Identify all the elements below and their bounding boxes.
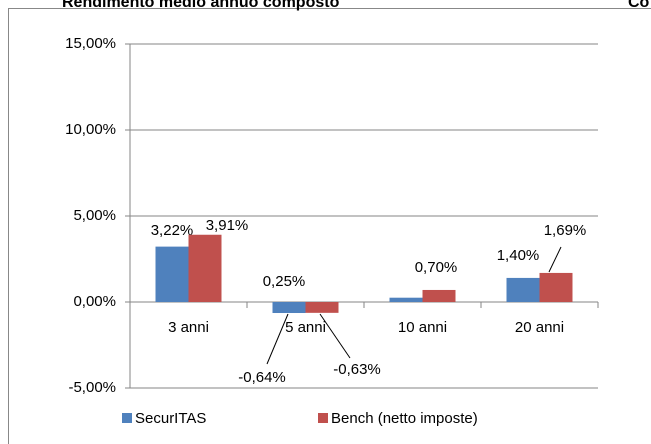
data-label: 3,22% (151, 222, 194, 239)
bar (188, 234, 222, 302)
x-tick-label: 10 anni (398, 319, 447, 336)
bar (272, 302, 306, 314)
y-tick-label: -5,00% (68, 379, 116, 396)
data-label: 0,25% (263, 273, 306, 290)
bar (539, 272, 573, 302)
data-label: 1,40% (497, 247, 540, 264)
leader-line (266, 313, 289, 365)
y-tick-label: 5,00% (73, 207, 116, 224)
x-tick-label: 20 anni (515, 319, 564, 336)
x-tick-label: 5 anni (285, 319, 326, 336)
legend-label: Bench (netto imposte) (331, 410, 478, 427)
data-label: -0,63% (333, 361, 381, 378)
chart-title-cut: Co (628, 0, 650, 11)
data-label: 1,69% (544, 222, 587, 239)
legend-swatch (122, 413, 132, 423)
legend-swatch (318, 413, 328, 423)
data-label: 3,91% (206, 217, 249, 234)
chart-border (8, 8, 651, 444)
x-tick-label: 3 anni (168, 319, 209, 336)
y-tick-label: 0,00% (73, 293, 116, 310)
legend-label: SecurITAS (135, 410, 206, 427)
data-label: 0,70% (415, 259, 458, 276)
bar (422, 289, 456, 302)
data-label: -0,64% (238, 369, 286, 386)
bar (155, 246, 189, 302)
leader-line (548, 246, 562, 273)
leader-line (319, 313, 351, 359)
chart-title: Rendimento medio annuo composto (62, 0, 340, 11)
bar (506, 277, 540, 302)
y-tick-label: 15,00% (65, 35, 116, 52)
bar (305, 302, 339, 313)
bar (389, 297, 423, 302)
y-tick-label: 10,00% (65, 121, 116, 138)
